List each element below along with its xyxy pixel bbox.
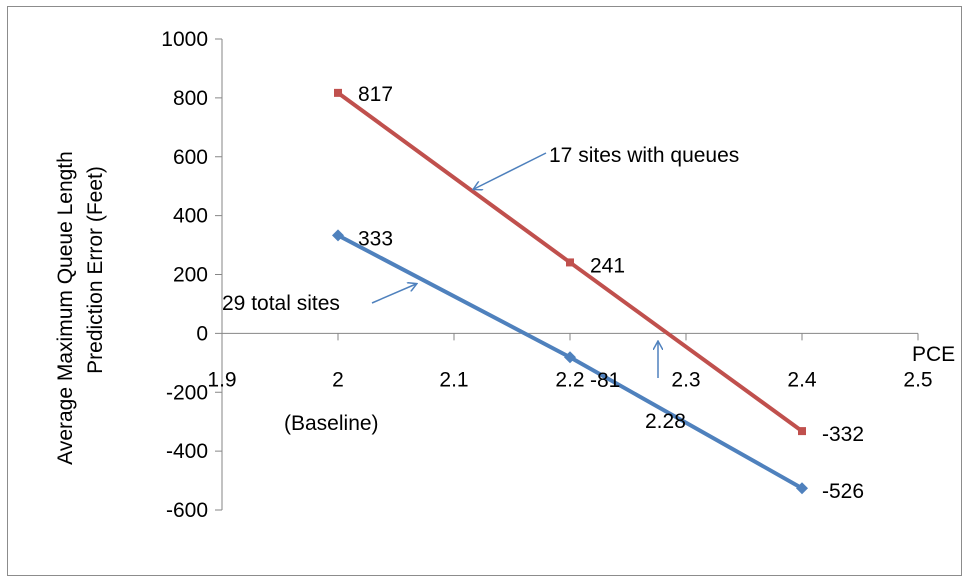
data-point-square bbox=[798, 427, 806, 436]
x-tick-label: 1.9 bbox=[207, 368, 236, 391]
y-tick-label: 0 bbox=[196, 322, 208, 345]
y-tick-label: -200 bbox=[166, 381, 208, 404]
x-tick-label: 2 bbox=[332, 368, 344, 391]
x-tick-label: 2.5 bbox=[903, 368, 932, 391]
data-label: -81 bbox=[590, 369, 620, 392]
data-point-diamond bbox=[796, 482, 808, 495]
annotation-arrow-blue bbox=[371, 284, 416, 304]
y-tick-label: 800 bbox=[173, 87, 208, 110]
data-label: -332 bbox=[822, 423, 864, 446]
data-point-diamond bbox=[332, 229, 344, 242]
x-tick-label: 2.2 bbox=[555, 368, 584, 391]
y-tick-label: 200 bbox=[173, 264, 208, 287]
y-tick-label: -400 bbox=[166, 440, 208, 463]
annotation-baseline: (Baseline) bbox=[284, 412, 379, 435]
data-label: 241 bbox=[590, 254, 625, 277]
y-tick-label: -600 bbox=[166, 499, 208, 522]
data-label: -526 bbox=[822, 480, 864, 503]
data-point-diamond bbox=[564, 351, 576, 364]
x-tick-label: 2.1 bbox=[439, 368, 468, 391]
x-axis-title: PCE bbox=[912, 343, 955, 366]
data-label: 817 bbox=[358, 83, 393, 106]
y-tick-label: 400 bbox=[173, 205, 208, 228]
y-axis-title-line2: Prediction Error (Feet) bbox=[84, 166, 107, 374]
chart-frame bbox=[7, 6, 962, 576]
y-tick-label: 1000 bbox=[161, 28, 208, 51]
data-point-square bbox=[334, 88, 342, 97]
annotation-arrow-red bbox=[474, 152, 547, 189]
annotation-blue-series: 29 total sites bbox=[222, 292, 340, 315]
x-tick-label: 2.3 bbox=[671, 368, 700, 391]
y-axis-title-line1: Average Maximum Queue Length bbox=[54, 151, 77, 465]
annotation-red-series: 17 sites with queues bbox=[549, 144, 739, 167]
data-label: 333 bbox=[358, 227, 393, 250]
annotation-intersection: 2.28 bbox=[645, 410, 686, 433]
y-tick-label: 600 bbox=[173, 146, 208, 169]
x-tick-label: 2.4 bbox=[787, 368, 817, 391]
data-point-square bbox=[566, 258, 574, 267]
